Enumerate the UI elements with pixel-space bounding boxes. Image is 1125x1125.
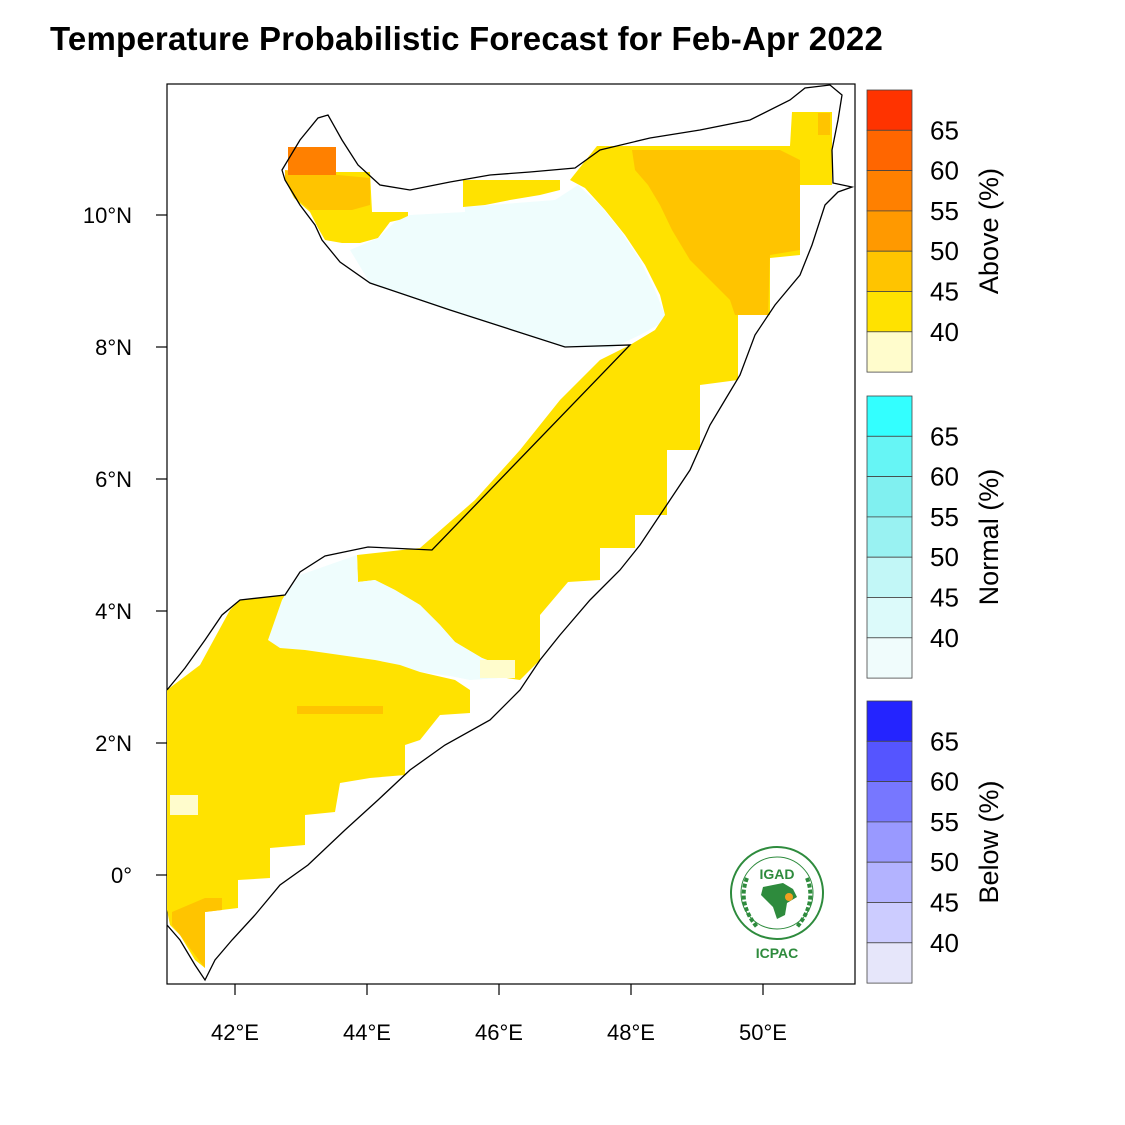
colorbar-below-swatch bbox=[866, 902, 913, 944]
above-55-area-northwest bbox=[288, 147, 336, 175]
colorbar-below-swatch bbox=[866, 781, 913, 823]
colorbar-below-level-label: 65 bbox=[930, 726, 959, 756]
colorbar-above-level-label: 40 bbox=[930, 317, 959, 347]
colorbar-normal-title: Normal (%) bbox=[974, 469, 1004, 606]
colorbar-normal-level-label: 65 bbox=[930, 421, 959, 451]
africa-map-icon bbox=[761, 883, 797, 919]
igad-icpac-logo: IGAD bbox=[730, 846, 824, 940]
colorbar-below-swatch bbox=[866, 821, 913, 863]
near-normal-spot-west bbox=[170, 795, 198, 815]
above-40-area-south bbox=[167, 595, 470, 968]
lon-tick-label-50: 50°E bbox=[739, 1020, 787, 1045]
colorbar-below-level-label: 55 bbox=[930, 807, 959, 837]
colorbar-above-level-label: 50 bbox=[930, 236, 959, 266]
lon-tick-label-44: 44°E bbox=[343, 1020, 391, 1045]
colorbar-normal-swatch bbox=[866, 476, 913, 518]
colorbar-normal-level-label: 55 bbox=[930, 502, 959, 532]
colorbar-normal-level-label: 50 bbox=[930, 542, 959, 572]
colorbar-below-swatch bbox=[866, 700, 913, 742]
colorbar-above-swatch bbox=[866, 250, 913, 292]
forecast-shading bbox=[167, 112, 832, 968]
colorbar-normal-swatch bbox=[866, 435, 913, 477]
lat-tick-label-0: 0° bbox=[111, 863, 132, 888]
logo-bottom-text: ICPAC bbox=[756, 945, 799, 961]
above-45-area-east-edge bbox=[818, 113, 830, 135]
lat-ticks bbox=[156, 214, 167, 876]
lat-tick-label-10n: 10°N bbox=[83, 203, 132, 228]
colorbar-normal-swatch bbox=[866, 395, 913, 437]
colorbar-below-swatch bbox=[866, 861, 913, 903]
colorbar-below-level-label: 40 bbox=[930, 928, 959, 958]
lat-tick-label-6n: 6°N bbox=[95, 467, 132, 492]
above-45-area-northeast bbox=[632, 150, 800, 315]
above-45-area-south-band bbox=[297, 706, 383, 714]
colorbar-above-swatch bbox=[866, 129, 913, 172]
colorbar-above-swatch bbox=[866, 170, 913, 212]
colorbar-above-swatch bbox=[866, 210, 913, 252]
map-title: Temperature Probabilistic Forecast for F… bbox=[50, 20, 883, 57]
colorbar-below-swatch bbox=[866, 942, 913, 984]
normal-40-area-north bbox=[350, 185, 667, 348]
above-45-area-northwest bbox=[285, 170, 370, 210]
colorbar-normal-swatch bbox=[866, 556, 913, 598]
colorbar-above-swatch bbox=[866, 291, 913, 333]
lon-ticks bbox=[234, 984, 764, 995]
colorbar-legends: 65 60 55 50 45 40 Above (%) 65 60 55 50 45 40 Normal … bbox=[866, 89, 1004, 984]
lat-tick-label-8n: 8°N bbox=[95, 335, 132, 360]
colorbar-above-swatch bbox=[866, 89, 913, 131]
colorbar-above-swatch bbox=[866, 331, 913, 373]
colorbar-below-title: Below (%) bbox=[974, 781, 1004, 904]
normal-40-area-south bbox=[268, 555, 500, 680]
somalia-border bbox=[166, 84, 855, 982]
logo-top-text: IGAD bbox=[760, 866, 795, 882]
colorbar-normal-swatch bbox=[866, 516, 913, 558]
colorbar-normal-level-label: 60 bbox=[930, 462, 959, 492]
lon-tick-label-42: 42°E bbox=[211, 1020, 259, 1045]
colorbar-above-level-label: 60 bbox=[930, 156, 959, 186]
above-40-area-north-central bbox=[463, 180, 560, 207]
near-normal-spot-south bbox=[480, 660, 515, 678]
colorbar-above-level-label: 45 bbox=[930, 277, 959, 307]
lat-tick-label-2n: 2°N bbox=[95, 731, 132, 756]
above-45-area-southwest bbox=[172, 898, 222, 968]
colorbar-below-swatch bbox=[866, 740, 913, 782]
colorbar-above-title: Above (%) bbox=[974, 168, 1004, 294]
colorbar-normal-swatch bbox=[866, 597, 913, 639]
colorbar-normal-swatch bbox=[866, 637, 913, 679]
colorbar-below-level-label: 60 bbox=[930, 767, 959, 797]
lon-tick-label-48: 48°E bbox=[607, 1020, 655, 1045]
colorbar-normal-level-label: 45 bbox=[930, 583, 959, 613]
lon-tick-label-46: 46°E bbox=[475, 1020, 523, 1045]
colorbar-below-level-label: 45 bbox=[930, 888, 959, 918]
colorbar-above-level-label: 55 bbox=[930, 196, 959, 226]
colorbar-normal-level-label: 40 bbox=[930, 623, 959, 653]
laurel-icon bbox=[741, 877, 813, 929]
lat-tick-label-4n: 4°N bbox=[95, 599, 132, 624]
colorbar-below-level-label: 50 bbox=[930, 847, 959, 877]
colorbar-above-level-label: 65 bbox=[930, 115, 959, 145]
